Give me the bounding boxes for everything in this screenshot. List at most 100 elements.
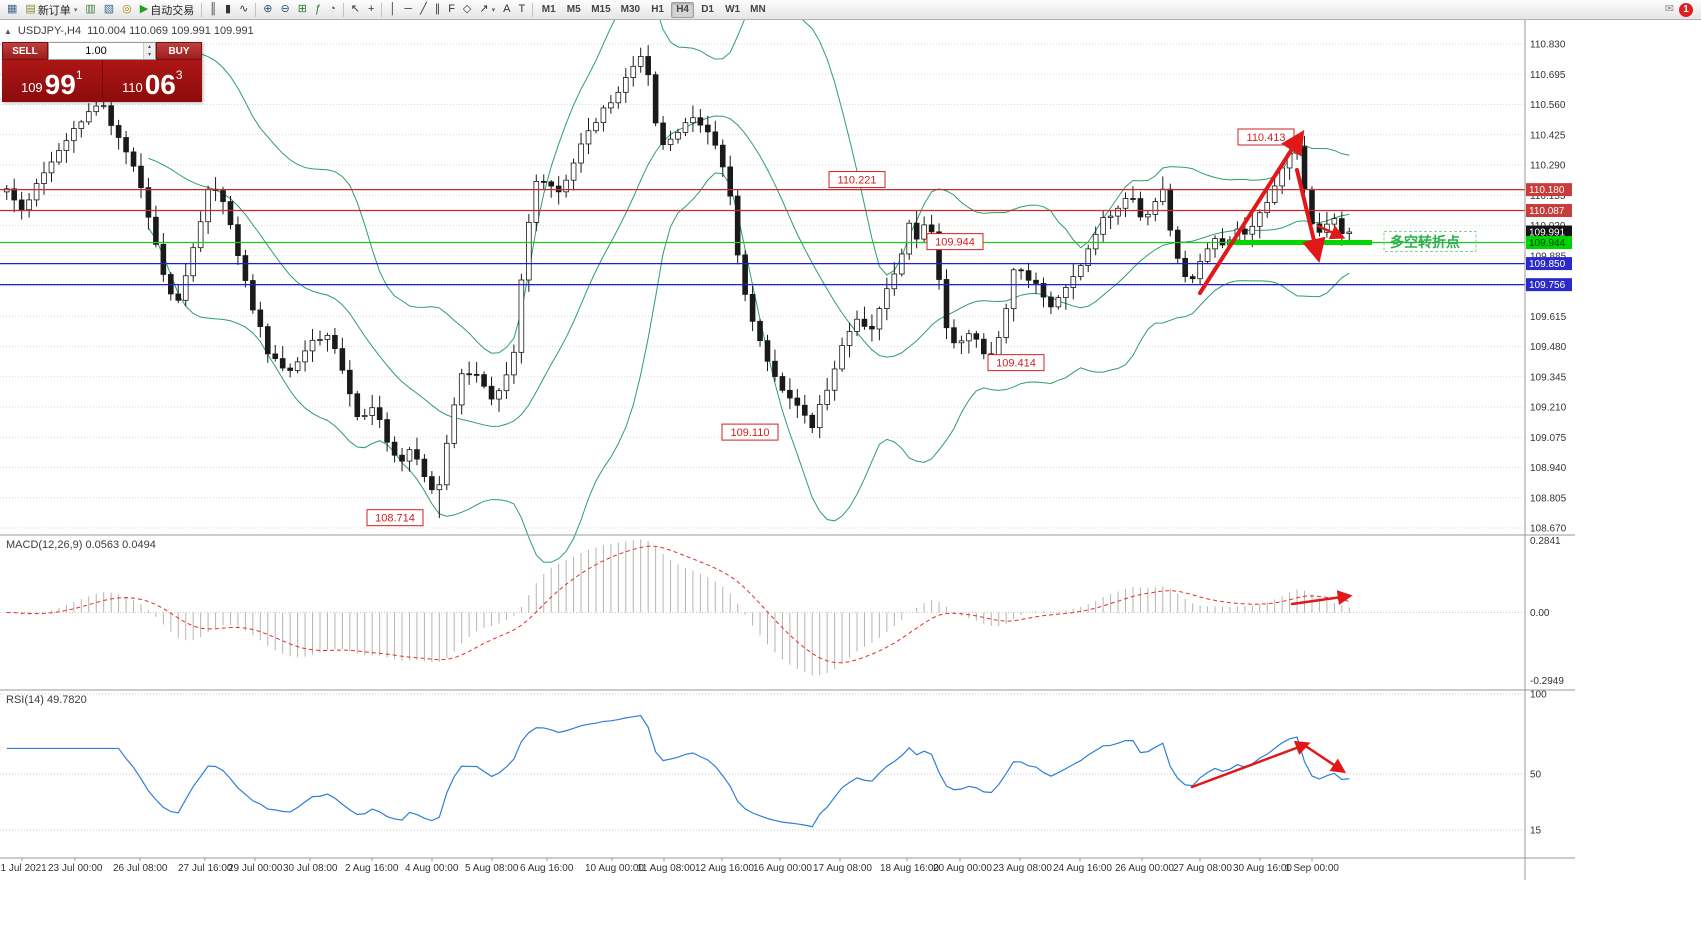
timeframe-d1[interactable]: D1 [696,2,719,18]
volume-input[interactable] [49,45,143,57]
shapes-icon-glyph: ◇ [462,3,472,15]
volume-up-icon[interactable]: ▴ [144,43,155,51]
indicators-icon-glyph: ƒ [314,3,322,15]
chart-window-icon[interactable]: ▦ [3,1,21,18]
autotrade-button-label: 自动交易 [150,4,195,17]
trend-arrows[interactable] [1190,129,1353,789]
svg-text:108.805: 108.805 [1530,493,1567,504]
shapes-icon[interactable]: ◇ [459,1,475,18]
turning-point[interactable]: 多空转折点 [1228,231,1477,253]
svg-text:109.944: 109.944 [1529,238,1566,249]
svg-text:110.413: 110.413 [1247,132,1286,144]
svg-text:4 Aug 00:00: 4 Aug 00:00 [405,863,459,874]
new-order-glyph: ▤ [25,3,36,15]
trendline-icon[interactable]: ╱ [416,1,431,18]
symbol-ohlc: 110.004 110.069 109.991 109.991 [87,25,254,37]
window-cascade-icon-glyph: ▧ [103,3,115,15]
sell-price[interactable]: 109 99 1 [2,60,103,102]
buy-price[interactable]: 110 06 3 [103,60,203,102]
macd-panel: 0.2841 0.00 -0.2949 [0,536,1564,687]
window-tile-icon[interactable]: ▥ [81,1,99,18]
svg-text:27 Aug 08:00: 27 Aug 08:00 [1173,863,1232,874]
svg-text:24 Aug 16:00: 24 Aug 16:00 [1053,863,1112,874]
notification-badge[interactable]: 1 [1679,2,1693,17]
timeframe-h4[interactable]: H4 [671,1,695,18]
volume-down-icon[interactable]: ▾ [144,51,155,59]
timeframe-w1[interactable]: W1 [721,2,744,18]
toolbar: ▦ ▤ 新订单 ▾ ▥ ▧ ◎ ▶ 自动交易 ║ ▮ ∿ ⊕ ⊖ ⊞ ƒ ◔ ↖ + │ ─ ╱ ∥ F ◇ ↗ ▾ A T M1 M5 M… [0,0,1701,20]
chevron-down-icon: ▾ [73,6,78,14]
new-order-button[interactable]: ▤ 新订单 ▾ [21,1,81,18]
candlestick-chart-icon[interactable]: ▮ [221,1,235,18]
fibonacci-icon[interactable]: F [444,1,459,18]
bar-chart-icon[interactable]: ║ [205,1,221,18]
volume-stepper: ▴ ▾ [143,43,155,59]
cursor-icon[interactable]: ↖ [347,1,364,18]
svg-text:109.075: 109.075 [1530,433,1567,444]
svg-text:0.2841: 0.2841 [1530,536,1561,547]
cycles-icon-glyph: ◔ [329,3,336,15]
zoom-out-icon[interactable]: ⊖ [277,1,294,18]
symbol-info: ▲ USDJPY-,H4 110.004 110.069 109.991 109… [4,25,254,37]
svg-text:108.940: 108.940 [1530,463,1567,474]
timeframe-m30[interactable]: M30 [617,2,644,18]
chart-canvas[interactable]: 110.830 110.695 110.560 110.425 110.290 110.1… [0,20,1701,948]
svg-text:109.110: 109.110 [731,427,770,439]
svg-text:23 Aug 08:00: 23 Aug 08:00 [993,863,1052,874]
sell-button[interactable]: SELL [2,42,48,60]
symbol-name: USDJPY-,H4 [17,25,82,37]
buy-button[interactable]: BUY [156,42,202,60]
svg-text:23 Jul 00:00: 23 Jul 00:00 [48,863,103,874]
candlestick-chart-icon-glyph: ▮ [225,3,232,15]
timeframe-mn[interactable]: MN [746,2,770,18]
cycles-icon[interactable]: ◔ [325,1,340,18]
new-order-button-label: 新订单 [37,4,71,17]
toolbar-right: ✉ 1 [1664,2,1698,17]
autotrade-glyph: ▶ [139,3,149,15]
timeframe-m15[interactable]: M15 [587,2,614,18]
svg-text:21 Jul 2021: 21 Jul 2021 [0,863,47,874]
svg-text:26 Aug 00:00: 26 Aug 00:00 [1115,863,1174,874]
news-icon[interactable]: ✉ [1664,3,1674,15]
collapse-icon[interactable]: ▲ [4,26,12,36]
timeframe-m5[interactable]: M5 [562,2,585,18]
buy-price-frac: 3 [175,68,183,82]
timeframe-h1[interactable]: H1 [646,2,669,18]
svg-text:17 Aug 08:00: 17 Aug 08:00 [813,863,872,874]
line-chart-icon[interactable]: ∿ [235,1,252,18]
timeframe-toolbar: M1 M5 M15 M30 H1 H4 D1 W1 MN [536,1,770,18]
text-icon[interactable]: A [499,1,514,18]
svg-text:109.480: 109.480 [1530,342,1567,353]
svg-text:109.615: 109.615 [1530,312,1567,323]
price-axis: 110.830 110.695 110.560 110.425 110.290 110.1… [1530,40,1567,535]
volume-field: ▴ ▾ [48,42,156,60]
svg-text:10 Aug 00:00: 10 Aug 00:00 [585,863,644,874]
svg-text:109.944: 109.944 [935,237,975,249]
svg-text:110.425: 110.425 [1530,130,1566,141]
alerts-icon[interactable]: ◎ [118,1,136,18]
vertical-line-icon[interactable]: │ [385,1,400,18]
indicators-icon[interactable]: ƒ [311,1,325,18]
channel-icon[interactable]: ∥ [431,1,445,18]
toolbar-separator [532,2,534,17]
svg-text:26 Jul 08:00: 26 Jul 08:00 [113,863,168,874]
svg-text:109.885: 109.885 [1530,251,1567,262]
text-label-icon[interactable]: T [514,1,529,18]
arrows-icon[interactable]: ↗ ▾ [475,1,499,18]
crosshair-icon[interactable]: + [364,1,378,18]
price-annotations[interactable]: 110.413 110.221 109.944 109.414 109.110 108.7… [366,128,1295,527]
svg-text:110.221: 110.221 [838,175,877,187]
window-cascade-icon[interactable]: ▧ [100,1,118,18]
svg-text:100: 100 [1530,690,1547,701]
svg-text:110.560: 110.560 [1530,100,1566,111]
timeframe-m1[interactable]: M1 [537,2,560,18]
svg-text:109.210: 109.210 [1530,403,1567,414]
zoom-in-icon[interactable]: ⊕ [259,1,276,18]
price-grid [0,43,1525,529]
autotrade-button[interactable]: ▶ 自动交易 [136,1,198,18]
alerts-icon-glyph: ◎ [122,3,132,15]
svg-text:30 Aug 16:00: 30 Aug 16:00 [1233,863,1292,874]
svg-text:110.695: 110.695 [1530,70,1566,81]
horizontal-line-icon[interactable]: ─ [400,1,416,18]
tile-windows-icon[interactable]: ⊞ [294,1,311,18]
